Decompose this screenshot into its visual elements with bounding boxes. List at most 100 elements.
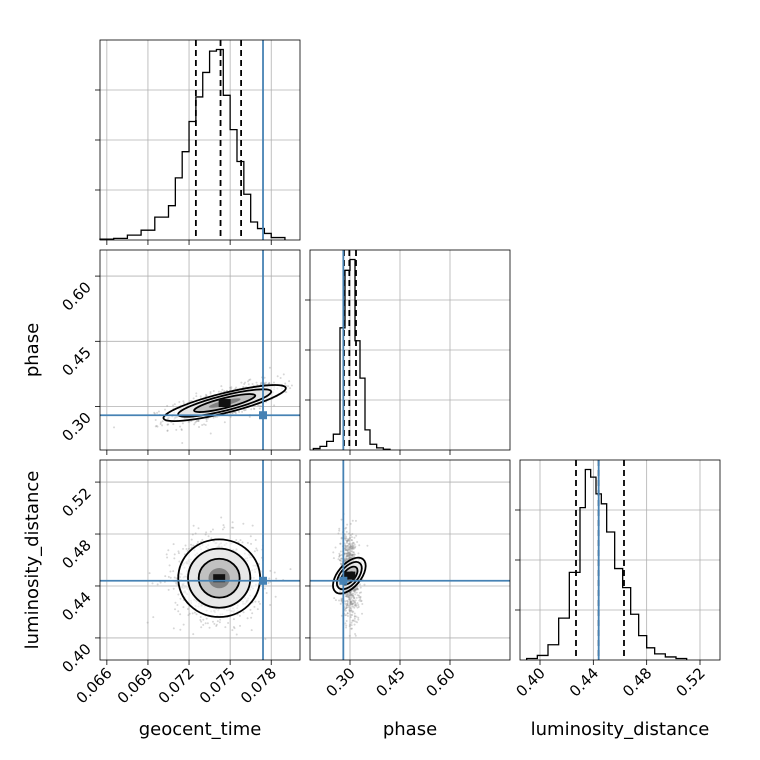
pair-phase-luminosity-distance-sample-point xyxy=(351,553,354,556)
pair-phase-luminosity-distance-sample-point xyxy=(344,560,347,563)
pair-geocent-time-phase-sample-point xyxy=(255,381,258,384)
pair-geocent-time-phase-sample-point xyxy=(193,423,196,426)
pair-phase-luminosity-distance-sample-point xyxy=(348,537,351,540)
pair-geocent-time-phase-sample-point xyxy=(195,420,198,423)
pair-geocent-time-phase-sample-point xyxy=(187,420,190,423)
pair-phase-luminosity-distance-sample-point xyxy=(354,593,357,596)
pair-phase-luminosity-distance-sample-point xyxy=(347,539,350,542)
pair-geocent-time-phase-sample-point xyxy=(180,428,183,431)
pair-geocent-time-luminosity-distance-sample-point xyxy=(250,629,253,632)
pair-phase-luminosity-distance-sample-point xyxy=(347,546,350,549)
pair-geocent-time-phase-sample-point xyxy=(166,404,169,407)
pair-geocent-time-luminosity-distance-tick-label-y: 0.48 xyxy=(58,536,94,572)
pair-geocent-time-luminosity-distance-sample-point xyxy=(227,622,230,625)
pair-phase-luminosity-distance-sample-point xyxy=(348,604,351,607)
pair-geocent-time-phase-sample-point xyxy=(164,408,167,411)
pair-geocent-time-luminosity-distance-sample-point xyxy=(289,568,292,571)
pair-phase-luminosity-distance-sample-point xyxy=(358,591,361,594)
pair-phase-luminosity-distance-sample-point xyxy=(344,609,347,612)
pair-geocent-time-luminosity-distance-sample-point xyxy=(249,608,252,611)
pair-phase-luminosity-distance-sample-point xyxy=(350,603,353,606)
pair-geocent-time-luminosity-distance-tick-label-y: 0.44 xyxy=(58,588,94,624)
pair-phase-luminosity-distance-sample-point xyxy=(352,544,355,547)
pair-phase-luminosity-distance-sample-point xyxy=(340,557,343,560)
pair-phase-luminosity-distance-sample-point xyxy=(345,526,348,529)
pair-phase-luminosity-distance-sample-point xyxy=(346,540,349,543)
pair-geocent-time-luminosity-distance-sample-point xyxy=(202,618,205,621)
pair-phase-luminosity-distance-sample-point xyxy=(347,548,350,551)
pair-phase-luminosity-distance-sample-point xyxy=(352,602,355,605)
pair-phase-luminosity-distance-sample-point xyxy=(352,600,355,603)
pair-geocent-time-phase-sample-point xyxy=(249,378,252,381)
pair-geocent-time-phase-sample-point xyxy=(244,381,247,384)
pair-phase-luminosity-distance-sample-point xyxy=(344,527,347,530)
pair-phase-luminosity-distance-sample-point xyxy=(350,594,353,597)
pair-phase-luminosity-distance-sample-point xyxy=(345,559,348,562)
pair-geocent-time-luminosity-distance-sample-point xyxy=(200,620,203,623)
pair-phase-luminosity-distance-sample-point xyxy=(350,556,353,559)
pair-phase-luminosity-distance-sample-point xyxy=(350,624,353,627)
pair-geocent-time-phase-sample-point xyxy=(205,418,208,421)
hist-luminosity-distance-frame xyxy=(519,459,721,661)
pair-geocent-time-luminosity-distance-sample-point xyxy=(175,582,178,585)
pair-geocent-time-phase-sample-point xyxy=(195,395,198,398)
pair-geocent-time-phase-sample-point xyxy=(173,403,176,406)
pair-phase-luminosity-distance-sample-point xyxy=(354,634,357,637)
pair-phase-luminosity-distance-sample-point xyxy=(345,537,348,540)
pair-phase-luminosity-distance-sample-point xyxy=(358,599,361,602)
pair-geocent-time-luminosity-distance-sample-point xyxy=(174,601,177,604)
pair-geocent-time-phase-sample-point xyxy=(180,428,183,431)
histogram-luminosity-distance-panel: 0.40 0.44 0.48 0.52 xyxy=(512,459,721,700)
pair-phase-luminosity-distance-sample-point xyxy=(345,606,348,609)
pair-phase-luminosity-distance-sample-point xyxy=(355,534,358,537)
pair-geocent-time-phase-sample-point xyxy=(241,410,244,413)
pair-phase-luminosity-distance-sample-point xyxy=(346,539,349,542)
pair-geocent-time-luminosity-distance-sample-point xyxy=(242,522,245,525)
pair-phase-luminosity-distance-sample-point xyxy=(350,553,353,556)
pair-geocent-time-phase-sample-point xyxy=(223,390,226,393)
pair-phase-luminosity-distance-sample-point xyxy=(345,620,348,623)
pair-phase-luminosity-distance-sample-point xyxy=(339,602,342,605)
pair-geocent-time-phase-sample-point xyxy=(282,373,285,376)
pair-geocent-time-luminosity-distance-sample-point xyxy=(259,602,262,605)
pair-phase-luminosity-distance-sample-point xyxy=(354,589,357,592)
pair-phase-luminosity-distance-sample-point xyxy=(357,603,360,606)
pair-phase-luminosity-distance-sample-point xyxy=(351,542,354,545)
pair-phase-luminosity-distance-sample-point xyxy=(350,601,353,604)
pair-geocent-time-phase-sample-point xyxy=(221,388,224,391)
pair-phase-luminosity-distance-sample-point xyxy=(353,589,356,592)
pair-phase-luminosity-distance-sample-point xyxy=(352,553,355,556)
pair-geocent-time-phase-plot-area xyxy=(100,250,300,450)
pair-geocent-time-luminosity-distance-sample-point xyxy=(196,540,199,543)
pair-geocent-time-luminosity-distance-sample-point xyxy=(179,613,182,616)
pair-geocent-time-luminosity-distance-sample-point xyxy=(195,613,198,616)
pair-geocent-time-phase-sample-point xyxy=(264,381,267,384)
pair-phase-luminosity-distance-sample-point xyxy=(360,599,363,602)
pair-phase-luminosity-distance-sample-point xyxy=(355,587,358,590)
pair-geocent-time-phase-sample-point xyxy=(229,415,232,418)
pair-phase-luminosity-distance-sample-point xyxy=(348,557,351,560)
pair-phase-luminosity-distance-sample-point xyxy=(350,595,353,598)
pair-phase-luminosity-distance-sample-point xyxy=(353,601,356,604)
pair-phase-luminosity-distance-sample-point xyxy=(345,530,348,533)
pair-geocent-time-luminosity-distance-sample-point xyxy=(254,538,257,541)
pair-phase-luminosity-distance-sample-point xyxy=(351,603,354,606)
pair-phase-luminosity-distance-sample-point xyxy=(340,537,343,540)
pair-phase-luminosity-distance-sample-point xyxy=(344,538,347,541)
pair-phase-luminosity-distance-sample-point xyxy=(348,609,351,612)
pair-geocent-time-phase-peak-cell xyxy=(218,399,231,408)
pair-geocent-time-luminosity-distance-sample-point xyxy=(221,528,224,531)
pair-phase-luminosity-distance-sample-point xyxy=(351,532,354,535)
pair-phase-luminosity-distance-sample-point xyxy=(349,522,352,525)
pair-geocent-time-luminosity-distance-sample-point xyxy=(174,608,177,611)
pair-phase-luminosity-distance-sample-point xyxy=(338,552,341,555)
pair-phase-luminosity-distance-sample-point xyxy=(352,541,355,544)
pair-geocent-time-luminosity-distance-sample-point xyxy=(159,581,162,584)
pair-geocent-time-phase-sample-point xyxy=(198,426,201,429)
pair-geocent-time-phase-sample-point xyxy=(214,415,217,418)
pair-geocent-time-phase-sample-point xyxy=(272,381,275,384)
pair-phase-luminosity-distance-sample-point xyxy=(348,556,351,559)
pair-geocent-time-phase-sample-point xyxy=(251,383,254,386)
pair-phase-luminosity-distance-sample-point xyxy=(349,545,352,548)
pair-phase-luminosity-distance-sample-point xyxy=(346,549,349,552)
